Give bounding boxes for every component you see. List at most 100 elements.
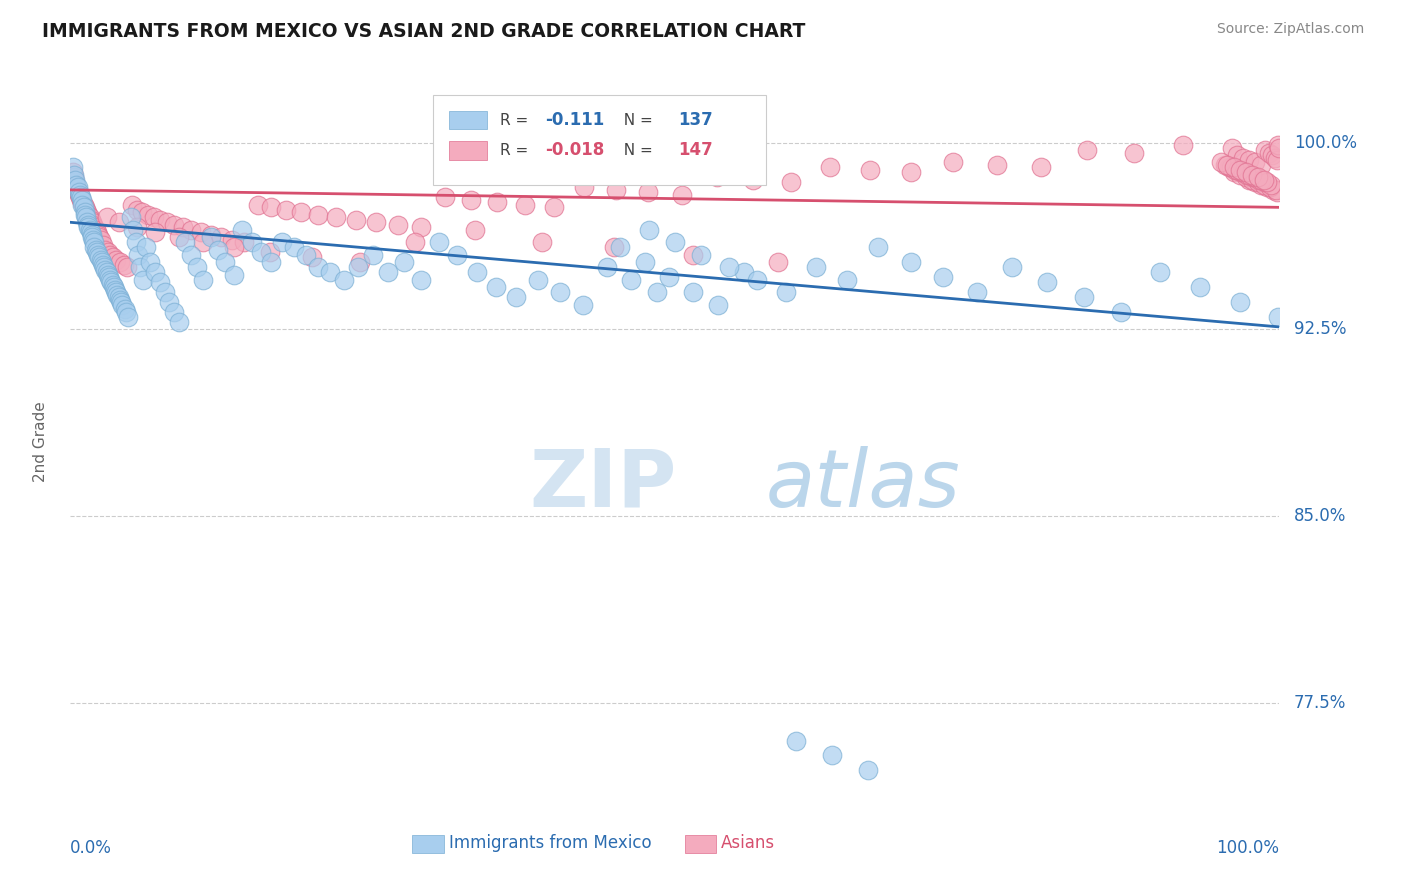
- Text: 100.0%: 100.0%: [1216, 838, 1279, 857]
- Point: [149, 212, 172, 227]
- Point: [1253, 173, 1275, 187]
- Text: 92.5%: 92.5%: [1294, 320, 1347, 338]
- Point: [270, 235, 294, 250]
- Point: [1188, 280, 1211, 294]
- Point: [806, 260, 828, 274]
- Point: [690, 248, 713, 262]
- Text: N =: N =: [614, 143, 658, 158]
- Point: [77, 218, 100, 232]
- Point: [1229, 165, 1251, 179]
- Point: [1073, 290, 1095, 304]
- Point: [866, 240, 889, 254]
- Point: [193, 235, 215, 250]
- Point: [664, 235, 686, 250]
- Point: [1260, 178, 1282, 192]
- Point: [1229, 168, 1251, 182]
- Point: [460, 193, 482, 207]
- Point: [572, 297, 595, 311]
- Point: [107, 215, 129, 229]
- Point: [86, 225, 108, 239]
- Point: [1247, 170, 1270, 185]
- Point: [486, 195, 509, 210]
- Point: [75, 211, 97, 225]
- Point: [84, 243, 107, 257]
- Point: [1240, 173, 1263, 187]
- Point: [107, 290, 129, 304]
- Point: [90, 252, 111, 267]
- Point: [108, 255, 131, 269]
- Point: [246, 198, 269, 212]
- Text: atlas: atlas: [765, 446, 960, 524]
- FancyBboxPatch shape: [449, 111, 488, 129]
- Point: [620, 272, 643, 286]
- Point: [80, 215, 103, 229]
- Point: [1218, 161, 1240, 175]
- Point: [115, 260, 138, 274]
- Point: [718, 260, 741, 274]
- Point: [325, 211, 347, 225]
- Point: [543, 200, 565, 214]
- Point: [1264, 151, 1286, 165]
- Point: [366, 215, 388, 229]
- Text: IMMIGRANTS FROM MEXICO VS ASIAN 2ND GRADE CORRELATION CHART: IMMIGRANTS FROM MEXICO VS ASIAN 2ND GRAD…: [42, 22, 806, 41]
- Point: [986, 158, 1008, 172]
- Point: [259, 245, 281, 260]
- Point: [1261, 148, 1284, 162]
- Point: [104, 283, 127, 297]
- Text: 2nd Grade: 2nd Grade: [32, 401, 48, 482]
- Point: [200, 227, 222, 242]
- Point: [105, 285, 128, 299]
- Point: [290, 205, 312, 219]
- Point: [97, 245, 120, 260]
- Point: [79, 223, 101, 237]
- Point: [122, 223, 145, 237]
- Point: [1265, 186, 1288, 200]
- Point: [143, 265, 166, 279]
- Point: [91, 237, 114, 252]
- Point: [1240, 168, 1263, 182]
- Text: -0.111: -0.111: [546, 111, 605, 129]
- Point: [1220, 140, 1243, 154]
- Point: [77, 220, 100, 235]
- Point: [1229, 295, 1251, 310]
- Point: [98, 270, 121, 285]
- Point: [633, 255, 655, 269]
- Point: [658, 270, 681, 285]
- Point: [66, 186, 89, 200]
- Point: [505, 290, 527, 304]
- Point: [1264, 183, 1286, 197]
- Point: [1253, 178, 1275, 192]
- Text: ZIP: ZIP: [530, 446, 678, 524]
- Point: [745, 272, 768, 286]
- Point: [149, 275, 172, 289]
- Point: [73, 200, 96, 214]
- Point: [821, 748, 844, 763]
- Point: [110, 295, 132, 310]
- Point: [167, 315, 190, 329]
- Point: [301, 250, 323, 264]
- Point: [1256, 180, 1278, 194]
- Point: [409, 220, 432, 235]
- Point: [96, 211, 118, 225]
- Point: [1076, 143, 1098, 157]
- Point: [72, 193, 94, 207]
- Point: [72, 195, 94, 210]
- Point: [70, 193, 93, 207]
- Point: [180, 248, 202, 262]
- Point: [780, 176, 803, 190]
- Point: [283, 240, 305, 254]
- Point: [900, 255, 922, 269]
- Point: [129, 260, 152, 274]
- Point: [167, 230, 190, 244]
- Point: [67, 187, 90, 202]
- FancyBboxPatch shape: [412, 835, 444, 853]
- Point: [79, 211, 101, 225]
- Point: [80, 230, 103, 244]
- Point: [347, 260, 370, 274]
- Point: [96, 265, 118, 279]
- Point: [1267, 138, 1289, 153]
- Point: [115, 305, 138, 319]
- Point: [404, 235, 426, 250]
- Point: [103, 280, 125, 294]
- Point: [603, 240, 626, 254]
